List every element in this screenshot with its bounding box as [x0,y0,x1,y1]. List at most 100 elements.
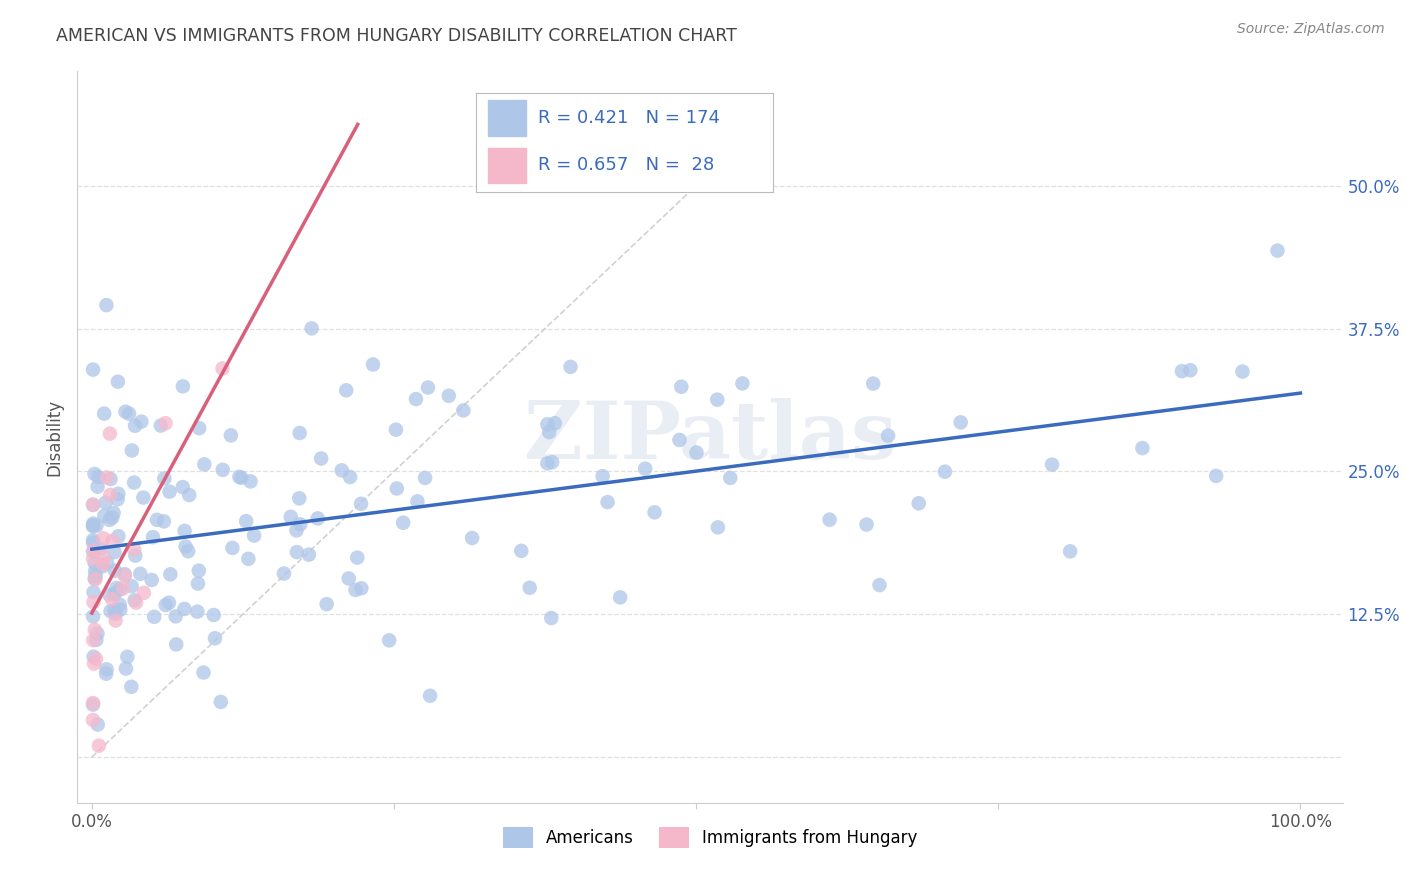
Point [731,376,754,391]
Point [280,509,302,524]
Point [461,531,484,545]
Point [949,416,972,430]
Point [1205,469,1227,483]
Point [307,511,329,525]
Point [536,456,558,470]
Point [122,475,145,490]
Point [94,666,117,681]
Point [98,426,121,441]
Point [644,505,666,519]
Point [285,524,308,538]
Point [405,392,427,406]
Point [519,581,541,595]
Point [538,425,561,439]
Point [101,592,124,607]
Point [173,524,195,538]
Point [82,551,104,566]
Point [107,529,129,543]
Point [83,556,105,570]
Point [96,298,118,312]
Point [146,513,169,527]
Point [453,403,475,417]
Point [114,568,136,582]
Point [209,695,232,709]
Point [93,508,115,523]
Y-axis label: Disability: Disability [45,399,63,475]
Point [110,603,132,617]
Point [165,637,187,651]
Point [114,567,136,582]
Point [187,576,209,591]
Point [818,513,841,527]
Point [82,544,104,558]
Point [104,607,127,621]
Point [301,321,323,335]
Point [385,423,408,437]
Point [540,611,562,625]
Point [96,662,118,676]
Point [231,471,253,485]
Point [406,494,429,508]
Point [129,566,152,581]
Point [238,551,260,566]
Point [204,632,226,646]
Point [83,467,105,481]
Point [187,564,209,578]
Legend: Americans, Immigrants from Hungary: Americans, Immigrants from Hungary [495,819,925,856]
Point [179,488,201,502]
Point [350,497,373,511]
Point [121,579,143,593]
Point [107,492,129,507]
Point [86,626,108,640]
Point [122,542,145,557]
Point [83,572,105,586]
Point [108,598,131,612]
Point [668,433,690,447]
Point [337,571,360,585]
Point [541,455,564,469]
Point [82,533,104,548]
Point [315,597,337,611]
Point [143,609,166,624]
Point [707,520,730,534]
Point [330,463,353,477]
Point [114,405,136,419]
Point [90,542,112,557]
Point [344,582,367,597]
Point [100,604,122,618]
Point [82,595,104,609]
Point [98,488,121,502]
Point [172,480,194,494]
Point [141,573,163,587]
Point [107,375,129,389]
Point [121,443,143,458]
Point [82,498,104,512]
Point [544,416,567,430]
Point [634,461,657,475]
Point [1171,364,1194,378]
Point [82,696,104,710]
Point [94,496,117,510]
Point [173,602,195,616]
Point [124,549,146,563]
Point [87,470,110,484]
Point [82,585,104,599]
Point [83,657,105,671]
Point [91,559,114,574]
Point [115,661,138,675]
Point [1232,365,1254,379]
Point [188,421,211,435]
Point [120,680,142,694]
Point [1267,244,1289,258]
Point [172,379,194,393]
Point [103,506,125,520]
Point [142,530,165,544]
Point [86,480,108,494]
Point [235,514,257,528]
Point [290,517,312,532]
Point [153,471,176,485]
Point [98,588,121,602]
Point [84,652,107,666]
Point [105,581,128,595]
Point [149,418,172,433]
